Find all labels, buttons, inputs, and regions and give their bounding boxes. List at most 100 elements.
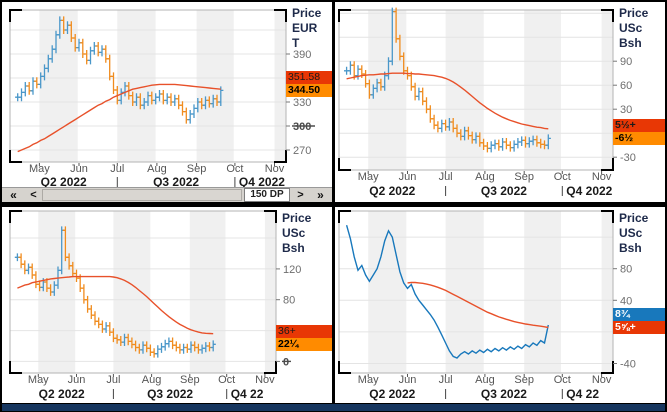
ohlc-bar: [179, 101, 186, 116]
price-axis-title-line: Price: [619, 211, 649, 225]
window-bottom-strip: [2, 403, 665, 411]
y-axis-tick-label: -30: [620, 152, 636, 164]
datapoints-box[interactable]: 150 DP: [244, 188, 290, 202]
plot-corner-bracket: [264, 210, 277, 223]
moving-average-line: [407, 281, 549, 329]
ohlc-bar: [183, 107, 189, 124]
x-axis-quarter-label: Q3 2022: [147, 387, 193, 401]
price-chart-canvas[interactable]: 120 80 0 May Jun Jul Aug Sep Oct Nov Q2 2022 Q3 202…: [2, 207, 332, 403]
ohlc-bar: [488, 141, 494, 153]
ohlc-bar: [173, 341, 179, 352]
month-shading-band: [601, 10, 613, 170]
scrollbar-track[interactable]: [42, 189, 242, 201]
x-axis-quarter-label: Q2 2022: [41, 175, 87, 189]
last-price-box: 22¼: [276, 337, 332, 351]
scroll-left-button[interactable]: <: [25, 188, 42, 202]
ohlc-bar: [88, 305, 94, 319]
chart-panel-bottom-left: 120 80 0 May Jun Jul Aug Sep Oct Nov Q2 2022 Q3 202…: [2, 207, 332, 403]
x-axis-month-label: Jun: [399, 374, 417, 386]
ohlc-bar: [96, 317, 102, 329]
x-axis-month-label: Aug: [475, 374, 495, 386]
moving-average-line: [17, 83, 221, 153]
ohlc-bar: [103, 322, 109, 333]
plot-corner-bracket: [9, 150, 22, 163]
x-axis-month-label: Jul: [439, 171, 453, 183]
x-axis-quarter-label: Q2 2022: [369, 184, 415, 198]
ohlc-bar: [347, 61, 353, 75]
last-price-box: 8¾: [613, 308, 665, 321]
y-axis-tick-label: 300: [293, 121, 311, 133]
chart-panel-bottom-right: 80 40 -40 May Jun Jul Aug Sep Oct Nov Q2 2022 Q3 20…: [335, 207, 665, 403]
chart-panel-top-left: « < 150 DP > » 390 330 300 270 May Jun Jul Aug S…: [2, 2, 332, 202]
price-chart-canvas[interactable]: 90 60 30 -30 May Jun Jul Aug Sep Oct Nov Q2 2022 Q3 …: [335, 2, 665, 202]
plot-corner-bracket: [274, 150, 287, 163]
ohlc-bar: [431, 114, 437, 130]
ohlc-bar: [423, 97, 430, 114]
x-axis-month-label: Jul: [439, 374, 453, 386]
plot-corner-bracket: [601, 361, 614, 374]
y-axis-tick-label: 0: [283, 356, 289, 368]
x-axis-quarter-label: Q2 2022: [39, 387, 85, 401]
ohlc-bar: [218, 86, 224, 106]
plot-corner-bracket: [338, 9, 351, 22]
price-axis-title: Price USc Bsh: [619, 211, 648, 256]
y-axis-tick-label: 80: [283, 295, 295, 307]
ohlc-bar: [158, 342, 165, 353]
ohlc-bar: [155, 345, 161, 358]
ohlc-bar: [151, 348, 157, 358]
ohlc-bar: [545, 134, 551, 150]
plot-border: [338, 210, 614, 374]
price-axis-title: Price USc Bsh: [282, 211, 311, 256]
ohlc-bar: [18, 88, 25, 102]
ohlc-bar: [99, 45, 105, 57]
scroll-far-right-button[interactable]: »: [309, 188, 332, 202]
x-axis-month-label: Oct: [554, 374, 571, 386]
ohlc-bar: [503, 138, 509, 150]
ohlc-bar: [107, 322, 113, 336]
y-axis-tick-label: 120: [283, 264, 301, 276]
ohlc-bar: [34, 77, 40, 89]
ohlc-bar: [85, 295, 91, 313]
month-shading-band: [113, 211, 151, 373]
ohlc-bar: [511, 140, 517, 152]
ohlc-bar: [166, 337, 172, 348]
price-axis-title-line: Bsh: [619, 241, 642, 255]
month-shading-band: [196, 10, 234, 162]
ohlc-bar: [156, 90, 163, 102]
plot-border: [338, 9, 614, 171]
ohlc-bar: [507, 141, 513, 152]
chart-panel-top-right: 90 60 30 -30 May Jun Jul Aug Sep Oct Nov Q2 2022 Q3 …: [335, 2, 665, 202]
ohlc-bar: [26, 82, 32, 95]
x-axis-month-label: Nov: [592, 374, 612, 386]
ohlc-bar: [515, 138, 521, 149]
price-axis-title-line: Bsh: [619, 36, 642, 50]
price-chart-canvas[interactable]: 390 330 300 270 May Jun Jul Aug Sep Oct Nov Q2 2022…: [2, 2, 332, 202]
plot-corner-bracket: [601, 210, 614, 223]
ohlc-bar: [91, 42, 97, 55]
x-axis-month-label: Jun: [399, 171, 417, 183]
scrollbar-thumb[interactable]: [42, 189, 242, 201]
price-axis-title-line: USc: [619, 21, 643, 35]
scroll-far-left-button[interactable]: «: [2, 188, 25, 202]
y-axis-tick-label: 30: [620, 104, 632, 116]
ohlc-bar: [484, 142, 490, 153]
ohlc-bar: [439, 119, 445, 133]
price-chart-canvas[interactable]: 80 40 -40 May Jun Jul Aug Sep Oct Nov Q2 2022 Q3 20…: [335, 207, 665, 403]
moving-average-line: [346, 72, 549, 130]
y-axis-tick-label: 90: [620, 56, 632, 68]
x-axis-quarter-label: Q3 2022: [481, 387, 527, 401]
scroll-right-button[interactable]: >: [292, 188, 309, 202]
ma-price-box: 5⅝+: [613, 321, 665, 334]
plot-corner-bracket: [338, 158, 351, 171]
ohlc-bar: [29, 263, 35, 279]
ohlc-bar: [420, 87, 426, 106]
last-price-box: 344.50: [286, 83, 332, 97]
x-axis-month-label: Aug: [142, 374, 162, 386]
y-axis-tick-label: 330: [293, 97, 311, 109]
x-axis-month-label: Sep: [514, 171, 534, 183]
month-shading-band: [274, 10, 286, 162]
price-axis-title: Price EUR T: [292, 6, 321, 51]
chart-scrollbar[interactable]: « < 150 DP > »: [2, 187, 332, 202]
y-axis-tick-label: 390: [293, 49, 311, 61]
plot-corner-bracket: [338, 210, 351, 223]
